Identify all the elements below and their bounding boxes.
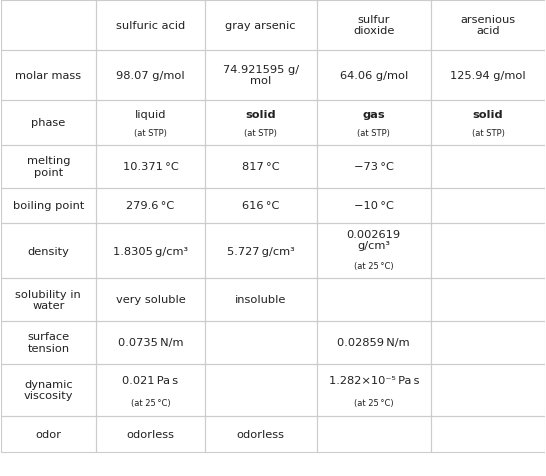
- Text: sulfuric acid: sulfuric acid: [116, 20, 185, 30]
- Bar: [96, 188, 205, 224]
- Bar: [317, 50, 431, 100]
- Bar: [205, 224, 317, 278]
- Text: (at STP): (at STP): [244, 129, 277, 137]
- Bar: [96, 321, 205, 364]
- Bar: [1, 50, 96, 100]
- Text: solid: solid: [246, 110, 276, 120]
- Text: 10.371 °C: 10.371 °C: [123, 162, 179, 172]
- Text: gray arsenic: gray arsenic: [225, 20, 296, 30]
- Text: 1.8305 g/cm³: 1.8305 g/cm³: [113, 246, 188, 256]
- Text: sulfur
dioxide: sulfur dioxide: [353, 15, 394, 36]
- Bar: [431, 416, 545, 452]
- Bar: [1, 278, 96, 321]
- Bar: [431, 321, 545, 364]
- Bar: [317, 416, 431, 452]
- Text: (at 25 °C): (at 25 °C): [354, 398, 394, 407]
- Bar: [431, 0, 545, 50]
- Bar: [96, 416, 205, 452]
- Bar: [1, 188, 96, 224]
- Bar: [205, 188, 317, 224]
- Text: solid: solid: [473, 110, 503, 120]
- Bar: [1, 416, 96, 452]
- Bar: [431, 278, 545, 321]
- Bar: [317, 364, 431, 416]
- Text: odor: odor: [35, 429, 61, 439]
- Text: 74.921595 g/
mol: 74.921595 g/ mol: [223, 65, 299, 86]
- Bar: [431, 188, 545, 224]
- Text: very soluble: very soluble: [116, 295, 185, 305]
- Bar: [431, 50, 545, 100]
- Text: 1.282×10⁻⁵ Pa s: 1.282×10⁻⁵ Pa s: [329, 376, 419, 386]
- Bar: [1, 224, 96, 278]
- Bar: [317, 278, 431, 321]
- Text: dynamic
viscosity: dynamic viscosity: [23, 379, 73, 401]
- Bar: [317, 224, 431, 278]
- Bar: [96, 278, 205, 321]
- Bar: [96, 146, 205, 188]
- Bar: [205, 50, 317, 100]
- Bar: [317, 146, 431, 188]
- Text: 817 °C: 817 °C: [242, 162, 280, 172]
- Bar: [96, 0, 205, 50]
- Text: 98.07 g/mol: 98.07 g/mol: [116, 70, 185, 80]
- Text: 0.02859 N/m: 0.02859 N/m: [337, 337, 410, 347]
- Bar: [317, 321, 431, 364]
- Text: 64.06 g/mol: 64.06 g/mol: [340, 70, 408, 80]
- Bar: [205, 364, 317, 416]
- Bar: [205, 100, 317, 146]
- Text: odorless: odorless: [127, 429, 175, 439]
- Bar: [431, 100, 545, 146]
- Bar: [96, 224, 205, 278]
- Bar: [205, 321, 317, 364]
- Text: density: density: [27, 246, 69, 256]
- Text: 0.002619
g/cm³: 0.002619 g/cm³: [347, 229, 401, 251]
- Text: molar mass: molar mass: [15, 70, 81, 80]
- Text: 5.727 g/cm³: 5.727 g/cm³: [227, 246, 295, 256]
- Text: solubility in
water: solubility in water: [15, 289, 81, 310]
- Bar: [1, 100, 96, 146]
- Bar: [96, 100, 205, 146]
- Text: gas: gas: [363, 110, 385, 120]
- Bar: [205, 278, 317, 321]
- Bar: [1, 321, 96, 364]
- Text: (at 25 °C): (at 25 °C): [130, 398, 170, 407]
- Text: insoluble: insoluble: [235, 295, 287, 305]
- Text: arsenious
acid: arsenious acid: [461, 15, 515, 36]
- Text: 125.94 g/mol: 125.94 g/mol: [450, 70, 526, 80]
- Bar: [431, 364, 545, 416]
- Bar: [317, 188, 431, 224]
- Bar: [96, 50, 205, 100]
- Bar: [431, 224, 545, 278]
- Text: −73 °C: −73 °C: [354, 162, 394, 172]
- Text: 616 °C: 616 °C: [242, 201, 280, 211]
- Text: phase: phase: [31, 118, 66, 128]
- Bar: [317, 0, 431, 50]
- Text: −10 °C: −10 °C: [354, 201, 394, 211]
- Text: 0.021 Pa s: 0.021 Pa s: [122, 376, 179, 386]
- Bar: [96, 364, 205, 416]
- Bar: [205, 146, 317, 188]
- Text: (at STP): (at STP): [357, 129, 390, 137]
- Text: (at STP): (at STP): [472, 129, 505, 137]
- Text: liquid: liquid: [135, 110, 166, 120]
- Text: surface
tension: surface tension: [27, 332, 69, 353]
- Text: boiling point: boiling point: [13, 201, 84, 211]
- Text: (at STP): (at STP): [134, 129, 167, 137]
- Bar: [205, 0, 317, 50]
- Text: 279.6 °C: 279.6 °C: [126, 201, 175, 211]
- Text: melting
point: melting point: [27, 156, 70, 178]
- Text: (at 25 °C): (at 25 °C): [354, 262, 394, 271]
- Text: odorless: odorless: [237, 429, 285, 439]
- Bar: [1, 364, 96, 416]
- Bar: [205, 416, 317, 452]
- Bar: [317, 100, 431, 146]
- Bar: [431, 146, 545, 188]
- Bar: [1, 146, 96, 188]
- Text: 0.0735 N/m: 0.0735 N/m: [118, 337, 183, 347]
- Bar: [1, 0, 96, 50]
